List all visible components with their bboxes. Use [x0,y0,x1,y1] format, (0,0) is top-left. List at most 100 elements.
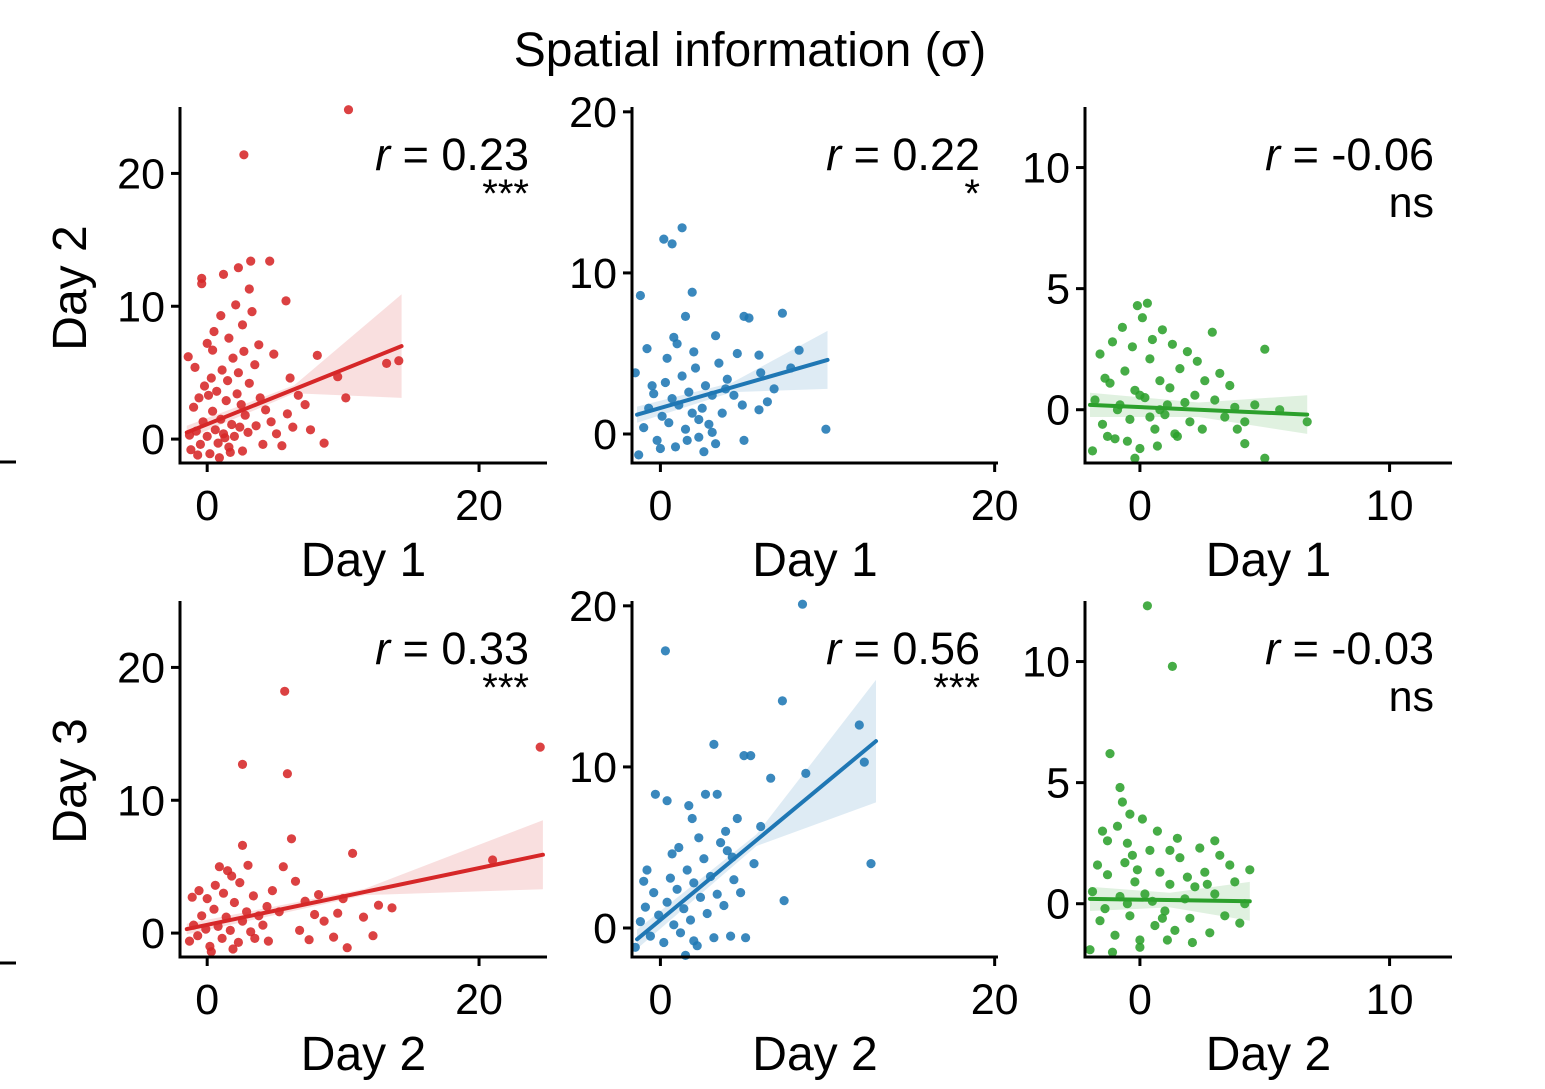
data-point [732,813,742,824]
data-point [1122,838,1132,848]
data-point [756,821,766,832]
data-point [680,950,691,961]
significance-label: *** [482,172,529,216]
data-point [1232,424,1242,434]
r-symbol: r [826,129,843,180]
data-point [329,932,339,942]
data-point [1302,417,1312,427]
regression-line [635,357,830,417]
data-point [762,397,773,407]
regression-line [1087,402,1310,417]
data-point [1125,911,1135,921]
x-tick-label: 0 [648,482,672,530]
correlation-label: r = 0.33 [375,623,529,674]
data-point [732,348,742,359]
data-point [212,386,222,396]
data-point [214,862,224,872]
data-point [660,646,671,656]
data-point [193,931,203,941]
data-point [208,406,218,416]
x-tick-label: 10 [1366,482,1414,530]
data-point [650,789,661,799]
data-point [250,933,260,944]
y-tick-label: 10 [117,777,165,825]
data-point [1095,916,1105,926]
y-tick-label: 0 [1046,387,1070,435]
data-point [659,937,669,948]
r-value: = -0.06 [1280,129,1434,180]
data-point [1135,942,1145,952]
data-point [1225,380,1235,391]
data-point [1225,860,1235,870]
x-axis-label: Day 1 [1206,534,1331,587]
data-point [717,408,727,418]
regression-line [184,344,404,435]
data-point [1240,417,1250,427]
data-point [217,933,227,944]
correlation-label: r = 0.22 [826,129,980,180]
data-point [183,352,193,362]
data-point [258,439,268,449]
data-point [711,439,721,449]
data-point [246,256,256,266]
data-point [801,768,811,779]
data-point [261,405,271,415]
data-point [197,279,207,289]
data-point [239,150,249,160]
data-point [719,900,729,911]
y-tick-label: 10 [1022,145,1070,193]
data-point [210,425,220,435]
data-point [1157,913,1167,923]
data-point [652,435,662,445]
data-point [1220,412,1230,422]
x-tick-label: 20 [455,482,503,530]
data-point [694,414,704,425]
data-point [672,339,682,349]
data-point [1102,836,1113,846]
data-point [1125,414,1135,424]
data-point [657,411,667,421]
data-point [1087,446,1098,456]
data-point [267,886,277,896]
data-point [246,927,256,937]
x-axis-label: Day 1 [752,534,877,587]
data-point [1147,334,1157,345]
data-point [199,381,210,391]
regression-line [184,852,545,932]
data-point [821,424,831,434]
data-point [695,892,706,903]
y-tick-label: 20 [569,89,617,137]
data-point [704,419,714,429]
data-point [739,751,749,761]
data-point [1172,833,1182,843]
data-point [1155,376,1165,386]
data-point [1120,366,1130,376]
data-point [285,373,295,383]
data-point [699,854,709,864]
y-tick-label: 5 [1046,760,1070,808]
data-point [295,925,305,936]
data-point [722,846,732,856]
data-point [687,287,697,297]
y-tick-label: 0 [1046,881,1070,929]
data-point [277,441,287,451]
data-point [1215,368,1225,378]
data-point [184,936,195,946]
data-point [684,387,694,397]
y-axis-label: Day 3 [44,718,97,843]
data-point [237,840,248,851]
data-point [677,223,687,233]
data-point [635,917,646,927]
data-point [1165,879,1175,889]
data-point [233,263,243,273]
data-point [278,862,288,872]
data-point [348,848,358,859]
data-point [225,925,235,936]
data-point [689,878,699,888]
data-point [746,751,756,761]
data-point [680,311,691,321]
data-point [664,418,674,428]
data-point [1142,601,1152,611]
regression-line [635,739,878,942]
x-tick-label: 0 [195,482,219,530]
